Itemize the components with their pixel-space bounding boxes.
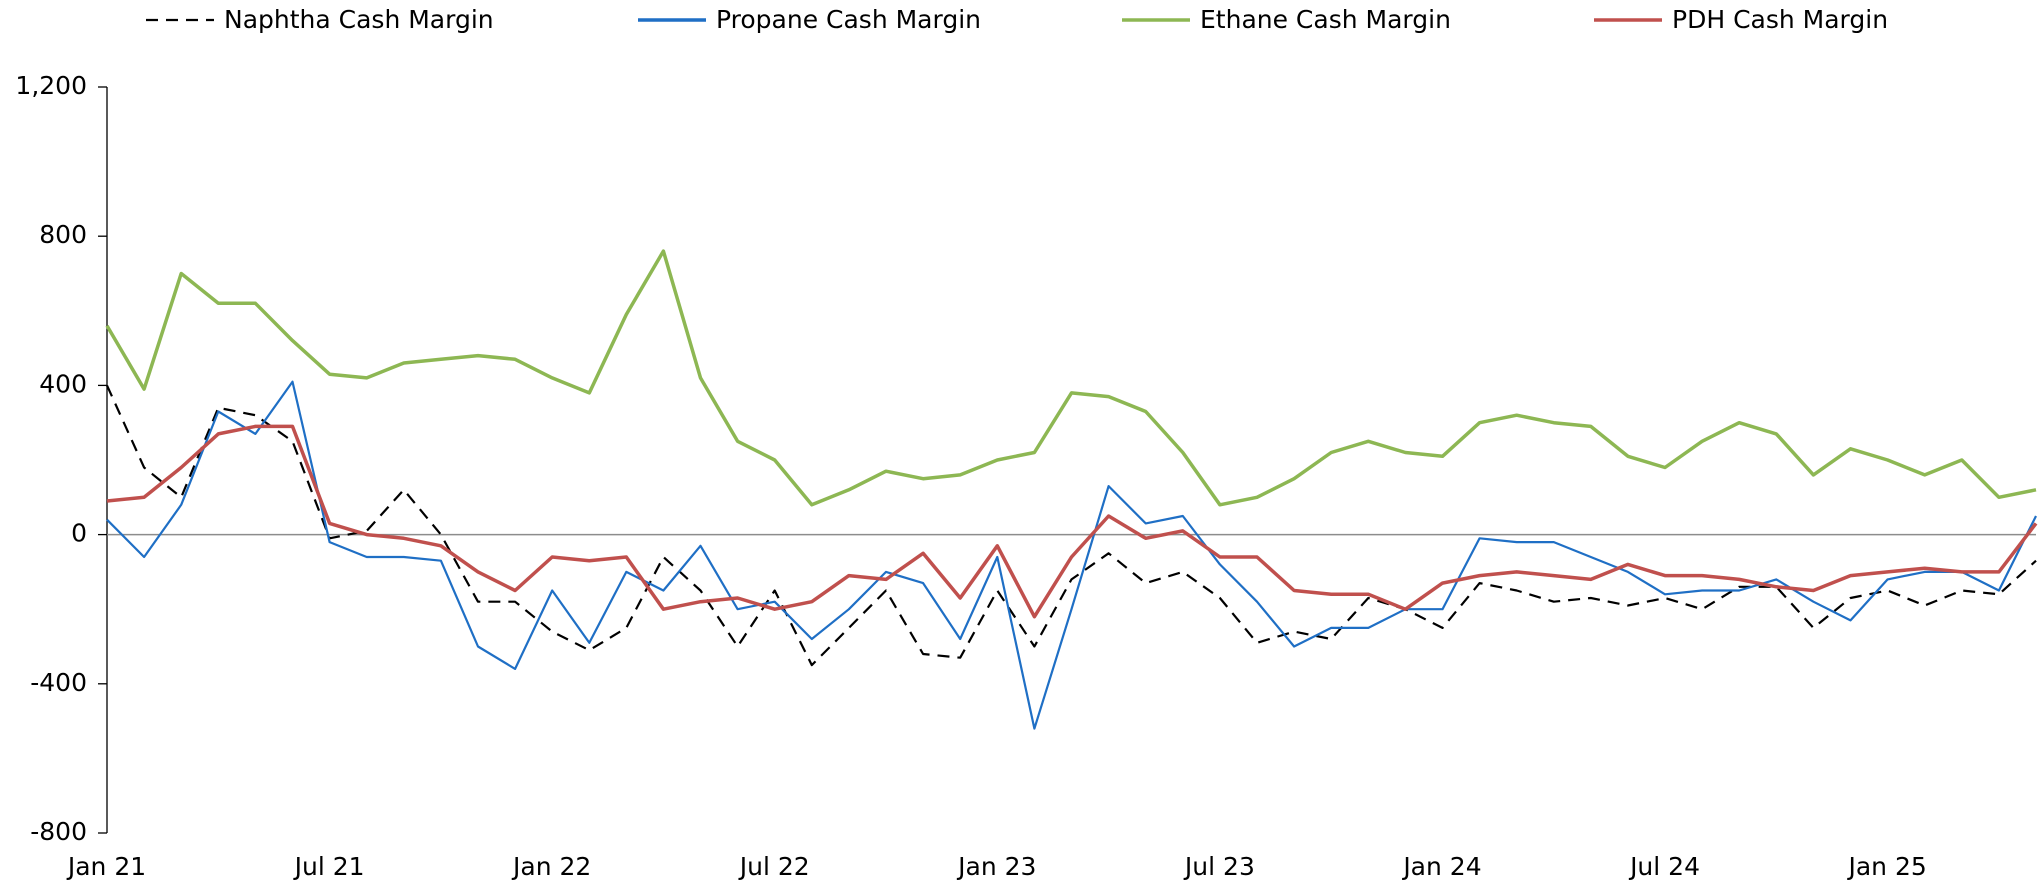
legend-label: Ethane Cash Margin [1200,5,1451,34]
y-tick-label: -400 [30,668,87,697]
series-line [106,380,2037,730]
series-line [105,249,2037,507]
x-tick-label: Jul 23 [1183,852,1255,881]
x-tick-label: Jul 24 [1628,852,1700,881]
x-tick-label: Jan 23 [956,852,1036,881]
legend-label: Propane Cash Margin [716,5,981,34]
x-tick-label: Jul 22 [738,852,810,881]
x-tick-label: Jan 25 [1846,852,1926,881]
x-tick-label: Jul 21 [293,852,365,881]
x-tick-label: Jan 22 [511,852,591,881]
series-line [106,424,2038,619]
series-line [105,384,2037,667]
y-tick-label: -800 [30,817,87,846]
y-tick-label: 800 [39,220,87,249]
legend-label: PDH Cash Margin [1672,5,1888,34]
y-tick-label: 1,200 [15,71,87,100]
legend-label: Naphtha Cash Margin [224,5,494,34]
x-tick-label: Jan 21 [66,852,146,881]
y-tick-label: 0 [71,519,87,548]
y-tick-label: 400 [39,369,87,398]
x-tick-label: Jan 24 [1401,852,1481,881]
